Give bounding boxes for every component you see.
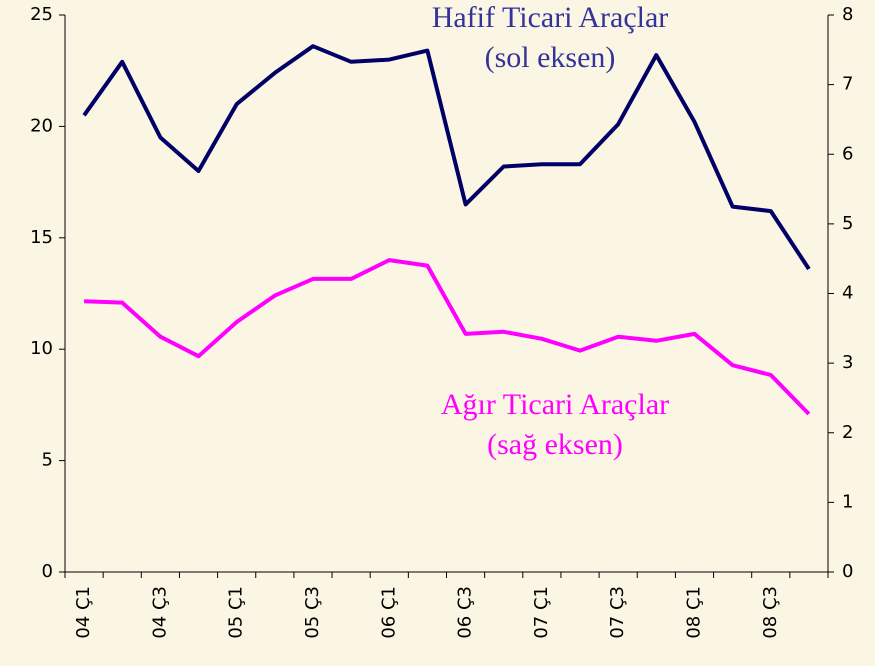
y2-tick-label: 5 [842, 213, 853, 234]
annotation: Ağır Ticari Araçlar [441, 388, 669, 421]
y2-tick-label: 0 [842, 561, 853, 582]
x-tick-label: 04 Ç3 [149, 586, 170, 639]
y-tick-label: 0 [42, 561, 53, 582]
annotation: (sağ eksen) [487, 428, 623, 461]
annotation: Hafif Ticari Araçlar [432, 1, 669, 34]
y2-tick-label: 2 [842, 422, 853, 443]
y2-tick-label: 3 [842, 352, 853, 373]
y2-tick-label: 7 [842, 74, 853, 95]
y-tick-label: 10 [30, 338, 53, 359]
x-tick-label: 05 Ç3 [302, 586, 323, 639]
y2-tick-label: 6 [842, 143, 853, 164]
series-line [84, 258, 811, 416]
x-tick-label: 08 Ç1 [683, 586, 704, 639]
x-tick-label: 04 Ç1 [73, 586, 94, 639]
y-tick-label: 20 [30, 115, 53, 136]
x-tick-label: 06 Ç1 [378, 586, 399, 639]
x-tick-label: 05 Ç1 [226, 586, 247, 639]
y2-tick-label: 8 [842, 4, 853, 25]
x-tick-label: 07 Ç1 [531, 586, 552, 639]
y2-tick-label: 1 [842, 491, 853, 512]
y-tick-label: 25 [30, 4, 53, 25]
y-tick-label: 5 [42, 450, 53, 471]
y-tick-label: 15 [30, 227, 53, 248]
x-tick-label: 06 Ç3 [455, 586, 476, 639]
x-tick-label: 08 Ç3 [760, 586, 781, 639]
x-tick-label: 07 Ç3 [607, 586, 628, 639]
annotation: (sol eksen) [485, 41, 616, 74]
y2-tick-label: 4 [842, 283, 853, 304]
series-line [82, 44, 811, 271]
